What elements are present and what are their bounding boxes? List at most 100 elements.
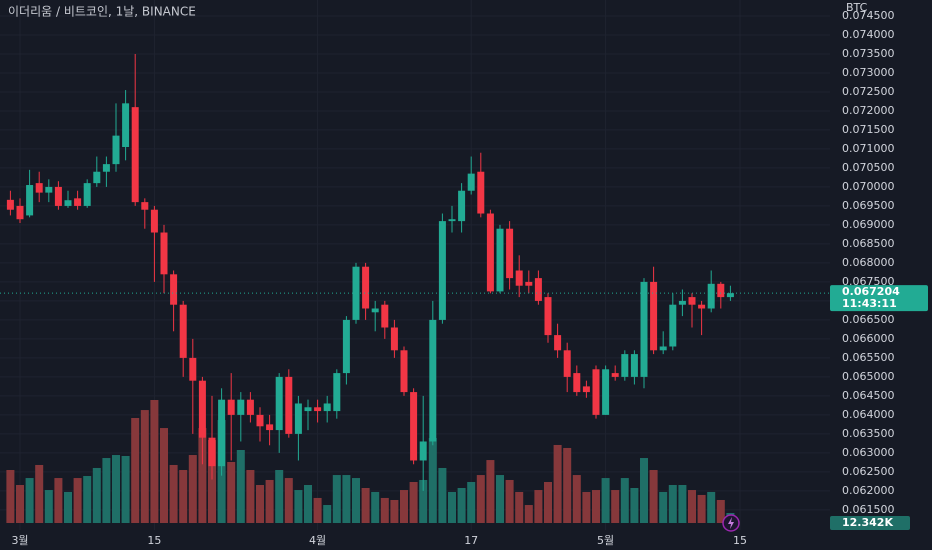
candle-body (74, 198, 82, 206)
volume-bar (476, 475, 485, 523)
candle-body (141, 202, 149, 210)
y-tick-label: 0.064000 (842, 408, 895, 421)
volume-bar (227, 461, 236, 523)
candle-body (122, 103, 130, 148)
y-tick-label: 0.069500 (842, 199, 895, 212)
volume-bar (160, 428, 168, 523)
candle-body (438, 221, 446, 320)
candle-body (227, 399, 235, 415)
candle-body (717, 283, 725, 298)
candle-body (659, 346, 667, 351)
volume-bar (486, 460, 495, 523)
last-price-label: 0.067204 (842, 285, 900, 298)
volume-bar (524, 505, 533, 523)
candle-body (650, 281, 658, 351)
candle-body (371, 308, 379, 313)
candle-body (419, 441, 427, 461)
volume-bar (688, 490, 696, 523)
volume-bar (611, 490, 620, 523)
candle-body (6, 199, 14, 210)
volume-bar (438, 467, 447, 523)
volume-bar (409, 482, 418, 523)
candle-body (554, 335, 562, 351)
volume-bar (582, 491, 591, 523)
volume-bar (294, 490, 303, 523)
candle-body (429, 319, 437, 442)
candle-body (112, 135, 120, 165)
last-price-tag (830, 285, 928, 312)
volume-label: 12.342K (842, 516, 893, 529)
volume-bar (313, 497, 322, 523)
candle-body (35, 183, 43, 193)
volume-bar (534, 490, 543, 523)
candle-body (573, 373, 581, 393)
volume-bar (620, 478, 629, 523)
volume-bar (390, 499, 399, 523)
y-tick-label: 0.063500 (842, 427, 895, 440)
volume-bar (73, 478, 82, 523)
volume-bar (400, 490, 408, 523)
volume-bar (572, 475, 581, 523)
y-tick-label: 0.073500 (842, 47, 895, 60)
volume-bar (342, 475, 351, 523)
volume-bar (169, 464, 178, 523)
candle-layer (6, 53, 734, 491)
volume-bar (35, 464, 44, 523)
candle-body (678, 300, 686, 305)
volume-bar (592, 490, 600, 523)
candle-body (150, 209, 158, 233)
candle-body (26, 185, 34, 216)
volume-bar (265, 479, 274, 523)
volume-bar (716, 499, 725, 523)
candle-body (314, 407, 322, 412)
candle-body (64, 200, 72, 206)
volume-bar (64, 491, 72, 523)
candle-body (486, 213, 494, 292)
volume-bar (112, 455, 120, 523)
candle-body (275, 376, 283, 431)
candle-body (534, 278, 542, 301)
candle-body (198, 380, 206, 438)
candle-body (630, 354, 638, 377)
volume-bar (563, 447, 572, 523)
candle-body (477, 171, 485, 214)
candle-body (400, 350, 408, 393)
volume-bar (83, 476, 92, 523)
volume-bar (198, 428, 207, 523)
candle-body (611, 373, 619, 377)
volume-bar (246, 470, 255, 523)
volume-bar (371, 491, 380, 523)
y-tick-label: 0.071000 (842, 142, 895, 155)
candle-body (256, 414, 264, 427)
volume-bar (140, 410, 149, 523)
volume-tag (830, 516, 910, 530)
volume-bar (332, 475, 341, 523)
candle-body (390, 327, 398, 351)
y-tick-label: 0.069000 (842, 218, 895, 231)
candle-body (304, 407, 312, 412)
y-tick-label: 0.068500 (842, 237, 895, 250)
y-tick-label: 0.074000 (842, 28, 895, 41)
y-tick-label: 0.061500 (842, 503, 895, 516)
lightning-icon (722, 514, 740, 532)
candle-body (525, 281, 533, 286)
volume-bar (505, 479, 514, 523)
candle-body (592, 369, 600, 415)
x-tick-label: 15 (147, 534, 161, 547)
volume-bar (188, 455, 197, 523)
volume-bar (467, 482, 476, 523)
candle-body (515, 270, 523, 286)
candle-body (189, 357, 197, 381)
y-tick-label: 0.073000 (842, 66, 895, 79)
candle-body (410, 392, 418, 461)
volume-bar (640, 458, 648, 523)
y-tick-label: 0.068000 (842, 256, 895, 269)
x-tick-label: 4월 (309, 534, 326, 547)
volume-bar (352, 478, 360, 523)
volume-bar (630, 487, 639, 523)
candle-body (323, 403, 331, 412)
y-tick-label: 0.071500 (842, 123, 895, 136)
y-tick-label: 0.062000 (842, 484, 895, 497)
